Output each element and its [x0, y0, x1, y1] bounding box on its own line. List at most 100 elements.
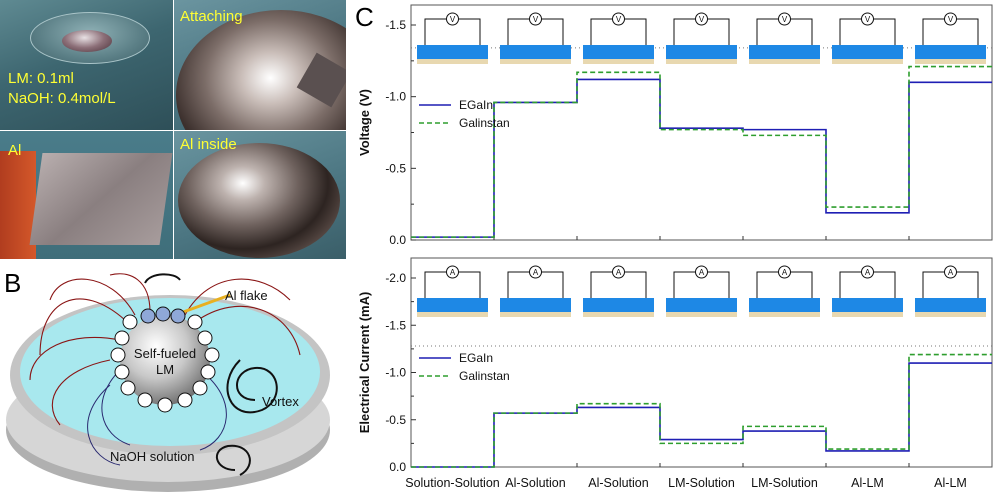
meter-icon [778, 12, 791, 26]
cell-base [417, 312, 488, 317]
meter-symbol: A [865, 268, 871, 277]
meter-symbol: V [782, 15, 788, 24]
al-inside-label: Al inside [180, 136, 237, 153]
meter-icon [529, 265, 542, 279]
plot-frame [410, 257, 993, 468]
meter-symbol: A [616, 268, 622, 277]
y-tick-label: -0.5 [385, 161, 406, 175]
lm-label-line2: LM [156, 362, 174, 377]
cell-base [832, 312, 903, 317]
meter-icon [778, 265, 791, 279]
naoh-solution-label: NaOH solution [110, 449, 195, 464]
meter-icon [612, 12, 625, 26]
panel-c-letter: C [355, 2, 374, 32]
cell-base [583, 59, 654, 64]
meter-symbol: V [865, 15, 871, 24]
meter-symbol: A [782, 268, 788, 277]
legend-label-egain: EGaIn [459, 351, 493, 365]
cell-base [417, 59, 488, 64]
meter-icon [529, 12, 542, 26]
y-tick-label: -1.0 [385, 90, 406, 104]
legend-label-egain: EGaIn [459, 98, 493, 112]
electrolyte-bath [749, 298, 820, 312]
lm-volume-label: LM: 0.1ml [8, 70, 74, 87]
y-tick-label: -1.5 [385, 318, 406, 332]
cell-base [749, 312, 820, 317]
electrolyte-bath [832, 298, 903, 312]
legend-label-galinstan: Galinstan [459, 116, 510, 130]
meter-icon [861, 265, 874, 279]
photo-droplet-in-solution [0, 0, 173, 130]
series-line-galinstan [411, 65, 992, 238]
meter-icon [446, 12, 459, 26]
al-flake-label: Al flake [225, 288, 268, 303]
cell-base [500, 312, 571, 317]
legend-label-galinstan: Galinstan [459, 369, 510, 383]
electrolyte-bath [666, 45, 737, 59]
cell-base [583, 312, 654, 317]
y-tick-label: -0.5 [385, 413, 406, 427]
meter-symbol: A [450, 268, 456, 277]
panel-b: B [0, 260, 346, 501]
lm-motor-schematic: Self-fueled LM Al flake Vortex NaOH solu… [6, 273, 330, 492]
panel-b-letter: B [4, 268, 22, 298]
x-category-label: Al-Solution [505, 476, 565, 490]
y-axis-label: Voltage (V) [357, 89, 372, 156]
cell-base [749, 59, 820, 64]
x-category-label: LM-Solution [668, 476, 735, 490]
panel-c-charts: 0.0 -0.5 -1.0 -1.5 Voltage (V) V V V V V V V EGaIn Ga… [357, 4, 993, 490]
naoh-concentration-label: NaOH: 0.4mol/L [8, 90, 116, 107]
meter-icon [944, 265, 957, 279]
meter-icon [446, 265, 459, 279]
meter-symbol: A [948, 268, 954, 277]
meter-symbol: A [699, 268, 705, 277]
meter-icon [861, 12, 874, 26]
meter-symbol: V [450, 15, 456, 24]
cell-base [915, 59, 986, 64]
series-line-egain [411, 78, 992, 238]
cell-base [832, 59, 903, 64]
cell-base [666, 59, 737, 64]
photo-attaching [174, 0, 346, 130]
meter-symbol: V [533, 15, 539, 24]
cell-base [915, 312, 986, 317]
x-category-label: Solution-Solution [405, 476, 500, 490]
meter-icon [944, 12, 957, 26]
electrolyte-bath [583, 45, 654, 59]
y-axis-label: Electrical Current (mA) [357, 292, 372, 434]
plot-frame [410, 4, 993, 241]
panel-c: C 0.0 -0.5 -1.0 -1.5 Voltage (V) V V V V V V V EGaIn… [347, 0, 999, 501]
x-category-label: LM-Solution [751, 476, 818, 490]
electrolyte-bath [417, 298, 488, 312]
x-category-label: Al-Solution [588, 476, 648, 490]
meter-icon [695, 12, 708, 26]
attaching-label: Attaching [180, 8, 243, 25]
x-category-label: Al-LM [851, 476, 884, 490]
y-tick-label: 0.0 [389, 233, 406, 247]
electrolyte-bath [500, 45, 571, 59]
photo-al-flake [0, 131, 173, 259]
meter-symbol: V [699, 15, 705, 24]
electrolyte-bath [417, 45, 488, 59]
electrolyte-bath [915, 298, 986, 312]
meter-symbol: V [948, 15, 954, 24]
y-tick-label: -2.0 [385, 271, 406, 285]
meter-symbol: A [533, 268, 539, 277]
series-line-egain [411, 362, 992, 468]
electrolyte-bath [500, 298, 571, 312]
x-category-label: Al-LM [934, 476, 967, 490]
photo-al-inside [174, 131, 346, 259]
cell-base [666, 312, 737, 317]
meter-icon [695, 265, 708, 279]
y-tick-label: 0.0 [389, 460, 406, 474]
electrolyte-bath [666, 298, 737, 312]
al-label: Al [8, 142, 22, 159]
vortex-label: Vortex [262, 394, 299, 409]
y-tick-label: -1.0 [385, 366, 406, 380]
electrolyte-bath [749, 45, 820, 59]
y-tick-label: -1.5 [385, 18, 406, 32]
series-line-galinstan [411, 353, 992, 468]
meter-symbol: V [616, 15, 622, 24]
lm-label-line1: Self-fueled [134, 346, 196, 361]
meter-icon [612, 265, 625, 279]
